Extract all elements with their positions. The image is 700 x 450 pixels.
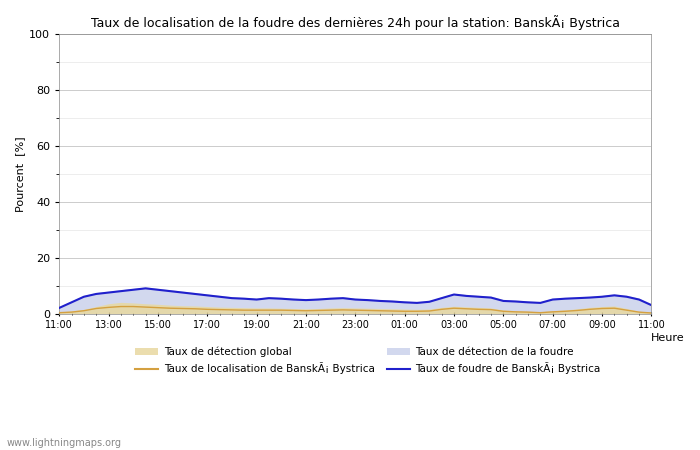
Y-axis label: Pourcent  [%]: Pourcent [%] [15,136,25,212]
Title: Taux de localisation de la foudre des dernières 24h pour la station: BanskÃ¡ Bys: Taux de localisation de la foudre des de… [91,15,620,30]
Text: www.lightningmaps.org: www.lightningmaps.org [7,438,122,448]
Legend: Taux de détection global, Taux de localisation de BanskÃ¡ Bystrica, Taux de déte: Taux de détection global, Taux de locali… [136,346,601,374]
Text: Heure: Heure [652,333,685,343]
